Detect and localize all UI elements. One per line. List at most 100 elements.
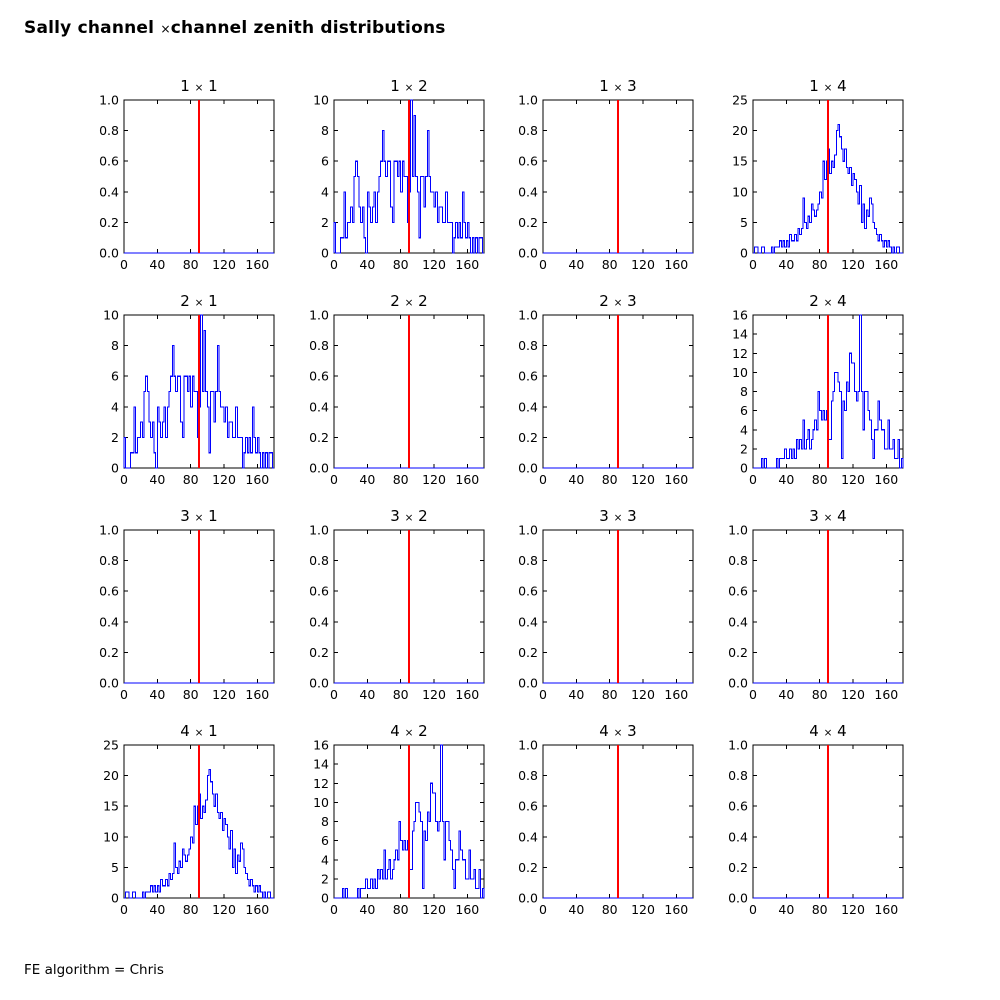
y-tick-label: 1.0: [518, 738, 538, 753]
figure-title: Sally channel ×channel zenith distributi…: [24, 18, 446, 38]
x-tick-label: 80: [183, 257, 199, 272]
x-tick-label: 160: [455, 472, 479, 487]
y-tick-label: 1.0: [99, 93, 119, 108]
x-tick-label: 40: [778, 472, 794, 487]
x-tick-label: 0: [120, 257, 128, 272]
y-tick-label: 0.0: [518, 461, 538, 476]
y-tick-label: 25: [732, 93, 748, 108]
y-tick-label: 0.6: [99, 584, 119, 599]
subplot-1x2: 0 40 80 120 160 0 2 4 6 8 10 1 × 2: [313, 77, 485, 272]
y-tick-label: 2: [321, 871, 329, 886]
y-tick-label: 4: [321, 852, 329, 867]
y-tick-label: 0.2: [518, 215, 538, 230]
y-tick-label: 10: [103, 308, 119, 323]
x-tick-label: 120: [212, 257, 236, 272]
x-tick-label: 80: [602, 902, 618, 917]
y-tick-label: 0.2: [518, 430, 538, 445]
y-tick-label: 10: [732, 365, 748, 380]
subplot-4x4: 0 40 80 120 160 0.0 0.2 0.4 0.6 0.8 1.0 4 × 4: [728, 722, 904, 917]
subplot-3x1: 0 40 80 120 160 0.0 0.2 0.4 0.6 0.8 1.0 3 × 1: [99, 507, 275, 702]
subplot-1x1: 0 40 80 120 160 0.0 0.2 0.4 0.6 0.8 1.0 1 × 1: [99, 77, 275, 272]
y-tick-label: 0: [321, 246, 329, 261]
y-tick-label: 1.0: [518, 308, 538, 323]
subplot-title: 2 × 4: [809, 292, 846, 310]
subplot-title: 1 × 4: [809, 77, 846, 95]
y-tick-label: 0.0: [309, 676, 329, 691]
histogram-line: [753, 123, 903, 254]
y-tick-label: 6: [321, 833, 329, 848]
x-tick-label: 160: [874, 472, 898, 487]
y-tick-label: 0.8: [309, 553, 329, 568]
x-tick-label: 120: [631, 687, 655, 702]
x-tick-label: 40: [149, 687, 165, 702]
y-tick-label: 6: [321, 154, 329, 169]
y-tick-label: 0.0: [728, 676, 748, 691]
x-tick-label: 160: [455, 687, 479, 702]
y-tick-label: 0.4: [518, 614, 538, 629]
y-tick-label: 0.2: [99, 215, 119, 230]
x-tick-label: 0: [749, 257, 757, 272]
y-tick-label: 12: [732, 346, 748, 361]
x-tick-label: 80: [812, 257, 828, 272]
y-tick-label: 1.0: [309, 308, 329, 323]
y-tick-label: 0.4: [518, 829, 538, 844]
x-tick-label: 40: [359, 472, 375, 487]
y-tick-label: 4: [740, 422, 748, 437]
x-tick-label: 160: [245, 902, 269, 917]
y-tick-label: 0: [740, 246, 748, 261]
subplot-4x3: 0 40 80 120 160 0.0 0.2 0.4 0.6 0.8 1.0 4 × 3: [518, 722, 694, 917]
histogram-line: [124, 768, 274, 899]
subplot-title: 3 × 1: [180, 507, 217, 525]
y-tick-label: 0.0: [99, 676, 119, 691]
x-tick-label: 80: [393, 257, 409, 272]
y-tick-label: 0.8: [728, 768, 748, 783]
x-tick-label: 160: [874, 257, 898, 272]
y-tick-label: 0: [111, 461, 119, 476]
y-tick-label: 1.0: [518, 523, 538, 538]
x-tick-label: 160: [245, 257, 269, 272]
y-tick-label: 1.0: [309, 523, 329, 538]
x-tick-label: 80: [602, 687, 618, 702]
y-tick-label: 0.0: [99, 246, 119, 261]
x-tick-label: 40: [568, 257, 584, 272]
y-tick-label: 1.0: [99, 523, 119, 538]
y-tick-label: 0.8: [518, 553, 538, 568]
y-tick-label: 10: [313, 795, 329, 810]
y-tick-label: 0.8: [728, 553, 748, 568]
y-tick-label: 5: [740, 215, 748, 230]
x-tick-label: 120: [631, 902, 655, 917]
y-tick-label: 0.0: [518, 676, 538, 691]
subplot-title: 2 × 2: [390, 292, 427, 310]
x-tick-label: 120: [422, 687, 446, 702]
y-tick-label: 0.0: [728, 891, 748, 906]
y-tick-label: 0.2: [309, 645, 329, 660]
y-tick-label: 0.2: [728, 645, 748, 660]
y-tick-label: 8: [111, 338, 119, 353]
x-tick-label: 80: [183, 472, 199, 487]
x-tick-label: 120: [212, 902, 236, 917]
y-tick-label: 0.4: [728, 829, 748, 844]
x-tick-label: 0: [539, 687, 547, 702]
subplot-title: 2 × 3: [599, 292, 636, 310]
y-tick-label: 10: [732, 184, 748, 199]
y-tick-label: 0.6: [309, 369, 329, 384]
subplot-4x1: 0 40 80 120 160 0 5 10 15 20 25 4 × 1: [103, 722, 275, 917]
y-tick-label: 1.0: [728, 738, 748, 753]
x-tick-label: 0: [749, 472, 757, 487]
x-tick-label: 160: [664, 472, 688, 487]
y-tick-label: 4: [321, 184, 329, 199]
x-tick-label: 80: [183, 687, 199, 702]
y-tick-label: 0: [111, 891, 119, 906]
y-tick-label: 8: [321, 814, 329, 829]
y-tick-label: 14: [313, 757, 329, 772]
y-tick-label: 0.4: [309, 399, 329, 414]
y-tick-label: 0.4: [518, 399, 538, 414]
x-tick-label: 120: [841, 687, 865, 702]
y-tick-label: 0.6: [518, 154, 538, 169]
y-tick-label: 0.8: [518, 123, 538, 138]
y-tick-label: 0.6: [309, 584, 329, 599]
x-tick-label: 120: [422, 472, 446, 487]
y-tick-label: 0: [740, 461, 748, 476]
x-tick-label: 120: [212, 687, 236, 702]
subplot-3x3: 0 40 80 120 160 0.0 0.2 0.4 0.6 0.8 1.0 3 × 3: [518, 507, 694, 702]
